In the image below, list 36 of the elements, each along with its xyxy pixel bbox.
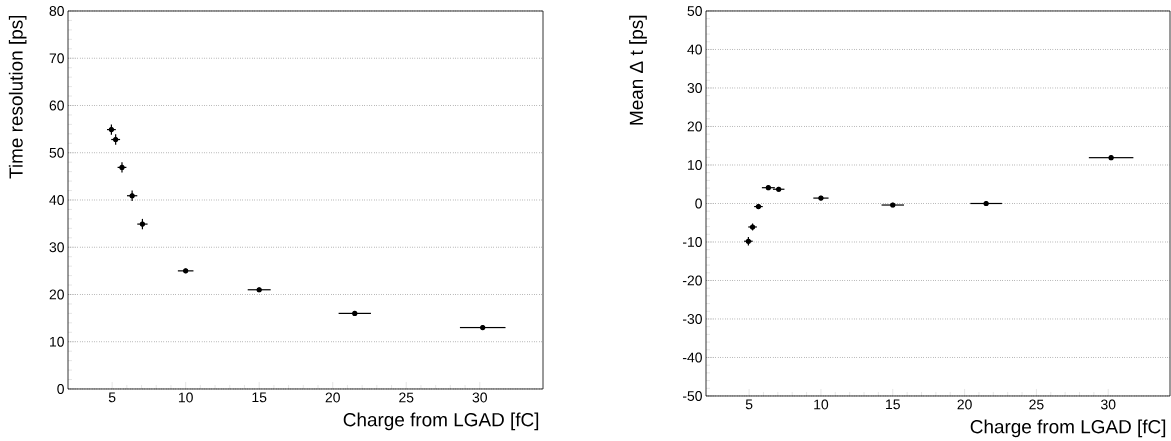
x-axis-title: Charge from LGAD [fC] <box>970 419 1166 438</box>
y-tick-label: 0 <box>57 384 64 394</box>
x-axis-title: Charge from LGAD [fC] <box>343 412 539 431</box>
y-tick-label: -10 <box>682 237 702 247</box>
y-tick-label: 50 <box>49 147 64 158</box>
y-tick-label: 0 <box>695 198 702 209</box>
y-tick-label: 40 <box>49 195 64 205</box>
y-tick-label: -30 <box>682 314 702 324</box>
y-tick-label: 30 <box>49 242 64 253</box>
y-tick-label: 10 <box>688 160 702 170</box>
x-tick-label: 30 <box>472 392 487 403</box>
x-tick-label: 20 <box>957 399 972 410</box>
y-tick-label: -50 <box>682 391 702 401</box>
x-tick-label: 30 <box>1101 399 1116 410</box>
y-axis-title: Mean Δ t [ps] <box>629 15 647 125</box>
y-tick-label: 20 <box>49 289 64 300</box>
x-tick-label: 5 <box>108 392 116 403</box>
x-tick-label: 5 <box>745 399 753 410</box>
y-tick-label: 10 <box>50 336 64 347</box>
x-tick-label: 20 <box>325 392 340 403</box>
x-tick-label: 10 <box>178 392 193 403</box>
y-tick-label: 20 <box>687 121 702 132</box>
y-tick-label: 70 <box>49 53 64 64</box>
x-tick-label: 15 <box>252 392 267 403</box>
y-tick-label: 80 <box>49 6 64 16</box>
y-tick-label: 40 <box>687 44 702 55</box>
y-tick-label: 60 <box>49 100 64 111</box>
y-tick-label: -40 <box>682 352 702 363</box>
y-tick-label: 50 <box>687 6 702 16</box>
x-tick-label: 25 <box>399 392 414 403</box>
y-tick-label: 30 <box>687 83 702 93</box>
y-tick-label: -20 <box>682 275 702 286</box>
x-tick-label: 25 <box>1029 399 1044 410</box>
x-tick-label: 15 <box>886 399 900 410</box>
y-axis-title: Time resolution [ps] <box>8 15 27 179</box>
x-tick-label: 10 <box>814 399 829 410</box>
